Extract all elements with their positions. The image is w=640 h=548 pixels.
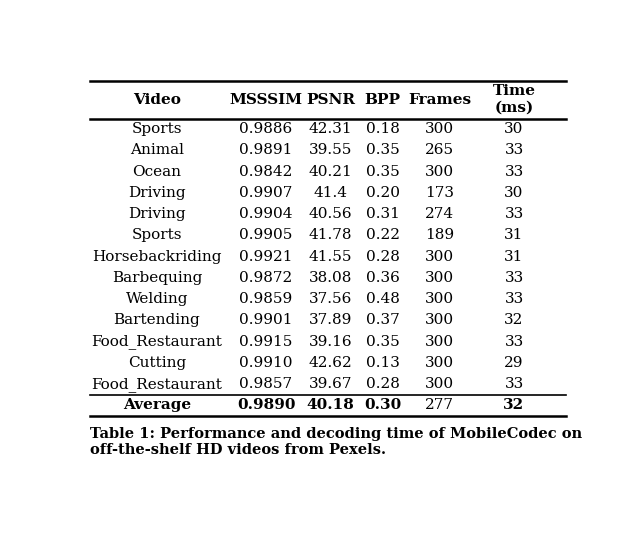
Text: 0.36: 0.36: [365, 271, 399, 285]
Text: 300: 300: [425, 292, 454, 306]
Text: Ocean: Ocean: [132, 164, 181, 179]
Text: 0.9915: 0.9915: [239, 335, 292, 349]
Text: 0.18: 0.18: [365, 122, 399, 136]
Text: 0.30: 0.30: [364, 398, 401, 412]
Text: 0.48: 0.48: [365, 292, 399, 306]
Text: 42.62: 42.62: [308, 356, 353, 370]
Text: 39.67: 39.67: [308, 377, 352, 391]
Text: Animal: Animal: [130, 144, 184, 157]
Text: 30: 30: [504, 122, 524, 136]
Text: 40.56: 40.56: [308, 207, 352, 221]
Text: 0.9886: 0.9886: [239, 122, 292, 136]
Text: 38.08: 38.08: [308, 271, 352, 285]
Text: 0.22: 0.22: [365, 229, 399, 242]
Text: Bartending: Bartending: [113, 313, 200, 327]
Text: 33: 33: [504, 335, 524, 349]
Text: 41.4: 41.4: [314, 186, 348, 200]
Text: 0.9842: 0.9842: [239, 164, 292, 179]
Text: Barbequing: Barbequing: [112, 271, 202, 285]
Text: BPP: BPP: [365, 93, 401, 106]
Text: 33: 33: [504, 271, 524, 285]
Text: 0.28: 0.28: [365, 250, 399, 264]
Text: 40.21: 40.21: [308, 164, 353, 179]
Text: Food_Restaurant: Food_Restaurant: [92, 376, 222, 392]
Text: 37.89: 37.89: [308, 313, 352, 327]
Text: 0.9910: 0.9910: [239, 356, 292, 370]
Text: Horsebackriding: Horsebackriding: [92, 250, 221, 264]
Text: 30: 30: [504, 186, 524, 200]
Text: Video: Video: [133, 93, 181, 106]
Text: Driving: Driving: [128, 207, 186, 221]
Text: 40.18: 40.18: [307, 398, 355, 412]
Text: 0.9904: 0.9904: [239, 207, 292, 221]
Text: 39.16: 39.16: [308, 335, 352, 349]
Text: 300: 300: [425, 377, 454, 391]
Text: Average: Average: [123, 398, 191, 412]
Text: Cutting: Cutting: [128, 356, 186, 370]
Text: 0.35: 0.35: [365, 335, 399, 349]
Text: 277: 277: [425, 398, 454, 412]
Text: 29: 29: [504, 356, 524, 370]
Text: 0.9857: 0.9857: [239, 377, 292, 391]
Text: 0.13: 0.13: [365, 356, 399, 370]
Text: 31: 31: [504, 250, 524, 264]
Text: 37.56: 37.56: [308, 292, 352, 306]
Text: Welding: Welding: [125, 292, 188, 306]
Text: Sports: Sports: [132, 229, 182, 242]
Text: 39.55: 39.55: [308, 144, 352, 157]
Text: 0.28: 0.28: [365, 377, 399, 391]
Text: 300: 300: [425, 164, 454, 179]
Text: Driving: Driving: [128, 186, 186, 200]
Text: 0.20: 0.20: [365, 186, 399, 200]
Text: 300: 300: [425, 313, 454, 327]
Text: 32: 32: [504, 398, 525, 412]
Text: 0.9872: 0.9872: [239, 271, 292, 285]
Text: Table 1: Performance and decoding time of MobileCodec on
off-the-shelf HD videos: Table 1: Performance and decoding time o…: [90, 426, 582, 456]
Text: 0.9905: 0.9905: [239, 229, 292, 242]
Text: 41.55: 41.55: [308, 250, 352, 264]
Text: 41.78: 41.78: [308, 229, 352, 242]
Text: 31: 31: [504, 229, 524, 242]
Text: 274: 274: [425, 207, 454, 221]
Text: Food_Restaurant: Food_Restaurant: [92, 334, 222, 349]
Text: 0.37: 0.37: [365, 313, 399, 327]
Text: 189: 189: [425, 229, 454, 242]
Text: 0.31: 0.31: [365, 207, 399, 221]
Text: 0.9901: 0.9901: [239, 313, 292, 327]
Text: 33: 33: [504, 377, 524, 391]
Text: 265: 265: [425, 144, 454, 157]
Text: Frames: Frames: [408, 93, 471, 106]
Text: 0.9859: 0.9859: [239, 292, 292, 306]
Text: 0.9921: 0.9921: [239, 250, 292, 264]
Text: 300: 300: [425, 356, 454, 370]
Text: 32: 32: [504, 313, 524, 327]
Text: 0.9907: 0.9907: [239, 186, 292, 200]
Text: 33: 33: [504, 207, 524, 221]
Text: PSNR: PSNR: [306, 93, 355, 106]
Text: 173: 173: [425, 186, 454, 200]
Text: 42.31: 42.31: [308, 122, 352, 136]
Text: Sports: Sports: [132, 122, 182, 136]
Text: 0.35: 0.35: [365, 164, 399, 179]
Text: 0.35: 0.35: [365, 144, 399, 157]
Text: 0.9890: 0.9890: [237, 398, 295, 412]
Text: 300: 300: [425, 335, 454, 349]
Text: 33: 33: [504, 144, 524, 157]
Text: MSSSIM: MSSSIM: [229, 93, 303, 106]
Text: 300: 300: [425, 271, 454, 285]
Text: 300: 300: [425, 122, 454, 136]
Text: Time
(ms): Time (ms): [493, 84, 536, 115]
Text: 33: 33: [504, 164, 524, 179]
Text: 300: 300: [425, 250, 454, 264]
Text: 0.9891: 0.9891: [239, 144, 292, 157]
Text: 33: 33: [504, 292, 524, 306]
